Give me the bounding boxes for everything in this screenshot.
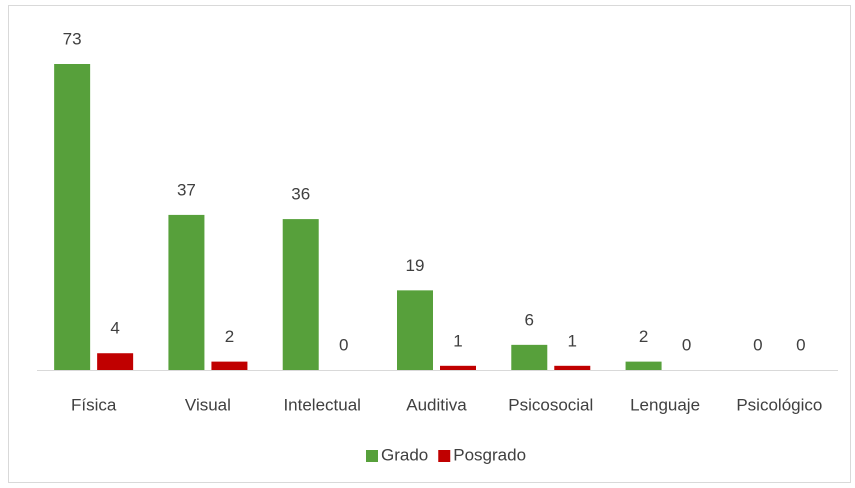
bar bbox=[97, 353, 134, 370]
data-label: 2 bbox=[225, 327, 234, 346]
bar bbox=[211, 361, 248, 370]
data-label: 6 bbox=[525, 310, 534, 329]
data-label: 0 bbox=[682, 335, 691, 354]
legend-label: Posgrado bbox=[453, 445, 526, 464]
bar bbox=[625, 361, 662, 370]
bar bbox=[554, 365, 591, 370]
data-label: 0 bbox=[339, 335, 348, 354]
data-label: 4 bbox=[110, 319, 119, 338]
bar bbox=[54, 64, 91, 370]
x-tick-label: Física bbox=[71, 395, 117, 414]
data-label: 73 bbox=[63, 29, 82, 48]
x-tick-label: Intelectual bbox=[283, 395, 361, 414]
bar bbox=[282, 219, 319, 370]
data-label: 0 bbox=[753, 335, 762, 354]
legend-label: Grado bbox=[381, 445, 428, 464]
data-label: 2 bbox=[639, 327, 648, 346]
data-label: 19 bbox=[406, 256, 425, 275]
data-label: 0 bbox=[796, 335, 805, 354]
bar bbox=[440, 365, 476, 370]
bar bbox=[168, 214, 205, 370]
data-label: 36 bbox=[291, 185, 310, 204]
bar bbox=[397, 290, 433, 370]
x-tick-label: Psicológico bbox=[736, 395, 822, 414]
x-tick-label: Psicosocial bbox=[508, 395, 593, 414]
x-tick-label: Auditiva bbox=[406, 395, 467, 414]
legend-swatch bbox=[366, 450, 378, 462]
data-label: 1 bbox=[453, 331, 462, 350]
legend-swatch bbox=[438, 450, 451, 462]
bar bbox=[511, 344, 548, 370]
x-tick-label: Visual bbox=[185, 395, 231, 414]
chart-border bbox=[8, 5, 851, 483]
data-label: 1 bbox=[568, 331, 577, 350]
x-tick-label: Lenguaje bbox=[630, 395, 700, 414]
data-label: 37 bbox=[177, 180, 196, 199]
